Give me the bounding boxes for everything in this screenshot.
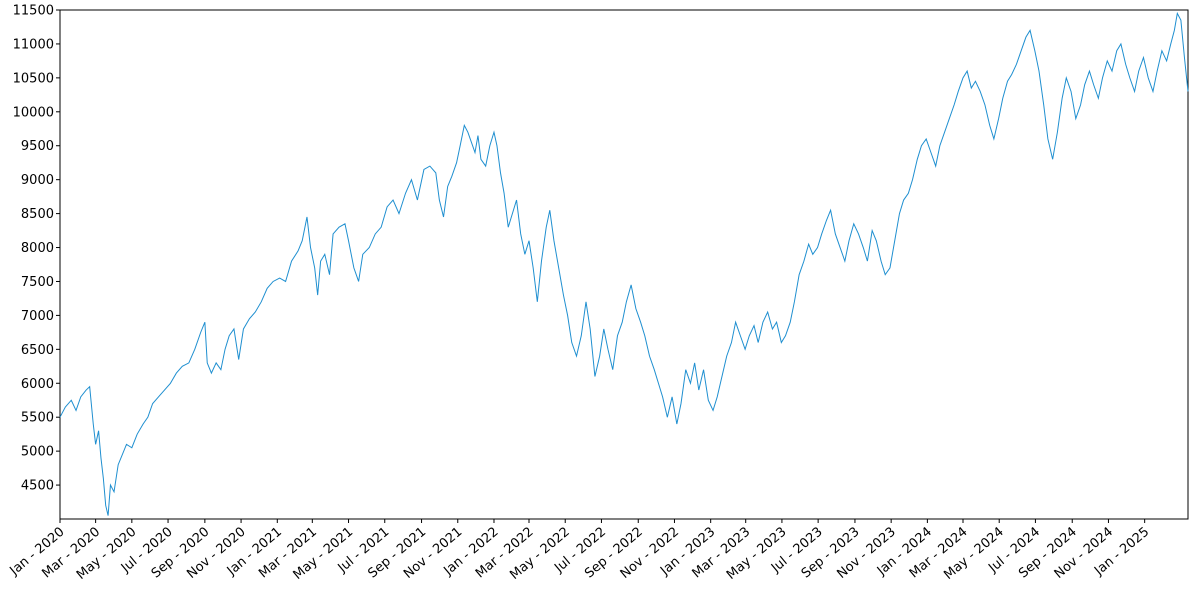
y-tick-label: 9500 <box>21 139 54 154</box>
y-axis: 4500 5000 5500 6000 6500 7000 7500 8000 8500 9000… <box>13 4 60 494</box>
y-tick-label: 5000 <box>21 445 54 460</box>
price-series-line <box>59 11 1189 516</box>
y-tick-label: 7500 <box>21 275 54 290</box>
y-tick-label: 10500 <box>13 71 54 86</box>
y-tick-label: 8500 <box>21 207 54 222</box>
plot-frame <box>59 9 1189 520</box>
y-tick-label: 11000 <box>13 37 54 52</box>
y-tick-label: 9000 <box>21 173 54 188</box>
y-tick-label: 6000 <box>21 377 54 392</box>
y-tick-label: 4500 <box>21 479 54 494</box>
y-tick-label: 10000 <box>13 105 54 120</box>
y-tick-label: 6500 <box>21 343 54 358</box>
y-tick-label: 5500 <box>21 411 54 426</box>
y-tick-label: 7000 <box>21 309 54 324</box>
y-tick-label: 8000 <box>21 241 54 256</box>
y-tick-label: 11500 <box>13 4 54 19</box>
